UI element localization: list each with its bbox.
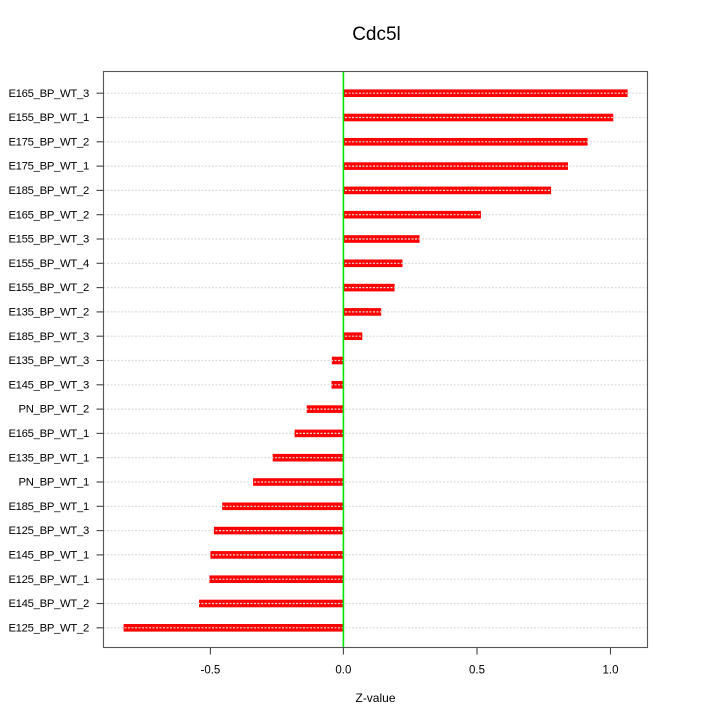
svg-text:E145_BP_WT_1: E145_BP_WT_1 <box>8 550 89 562</box>
svg-text:E185_BP_WT_3: E185_BP_WT_3 <box>8 331 89 343</box>
svg-text:E155_BP_WT_4: E155_BP_WT_4 <box>8 258 89 270</box>
svg-text:E175_BP_WT_2: E175_BP_WT_2 <box>8 136 89 148</box>
svg-text:1.0: 1.0 <box>603 665 619 677</box>
svg-text:E135_BP_WT_2: E135_BP_WT_2 <box>8 307 89 319</box>
svg-text:E155_BP_WT_3: E155_BP_WT_3 <box>8 234 89 246</box>
svg-text:PN_BP_WT_1: PN_BP_WT_1 <box>19 477 89 489</box>
svg-text:E145_BP_WT_2: E145_BP_WT_2 <box>8 598 89 610</box>
svg-text:E155_BP_WT_1: E155_BP_WT_1 <box>8 112 89 124</box>
svg-text:E145_BP_WT_3: E145_BP_WT_3 <box>8 379 89 391</box>
svg-text:0.5: 0.5 <box>469 665 485 677</box>
svg-text:E135_BP_WT_1: E135_BP_WT_1 <box>8 452 89 464</box>
svg-text:E185_BP_WT_1: E185_BP_WT_1 <box>8 501 89 513</box>
svg-text:E125_BP_WT_2: E125_BP_WT_2 <box>8 622 89 634</box>
svg-text:E165_BP_WT_3: E165_BP_WT_3 <box>8 88 89 100</box>
svg-text:E185_BP_WT_2: E185_BP_WT_2 <box>8 185 89 197</box>
svg-text:E125_BP_WT_3: E125_BP_WT_3 <box>8 525 89 537</box>
svg-text:E165_BP_WT_1: E165_BP_WT_1 <box>8 428 89 440</box>
svg-text:E175_BP_WT_1: E175_BP_WT_1 <box>8 161 89 173</box>
svg-text:-0.5: -0.5 <box>200 665 220 677</box>
svg-text:0.0: 0.0 <box>335 665 351 677</box>
svg-text:PN_BP_WT_2: PN_BP_WT_2 <box>19 404 89 416</box>
svg-text:E135_BP_WT_3: E135_BP_WT_3 <box>8 355 89 367</box>
svg-text:Z-value: Z-value <box>355 691 395 705</box>
svg-text:Cdc5l: Cdc5l <box>352 24 401 45</box>
svg-text:E125_BP_WT_1: E125_BP_WT_1 <box>8 574 89 586</box>
svg-text:E155_BP_WT_2: E155_BP_WT_2 <box>8 282 89 294</box>
svg-text:E165_BP_WT_2: E165_BP_WT_2 <box>8 209 89 221</box>
